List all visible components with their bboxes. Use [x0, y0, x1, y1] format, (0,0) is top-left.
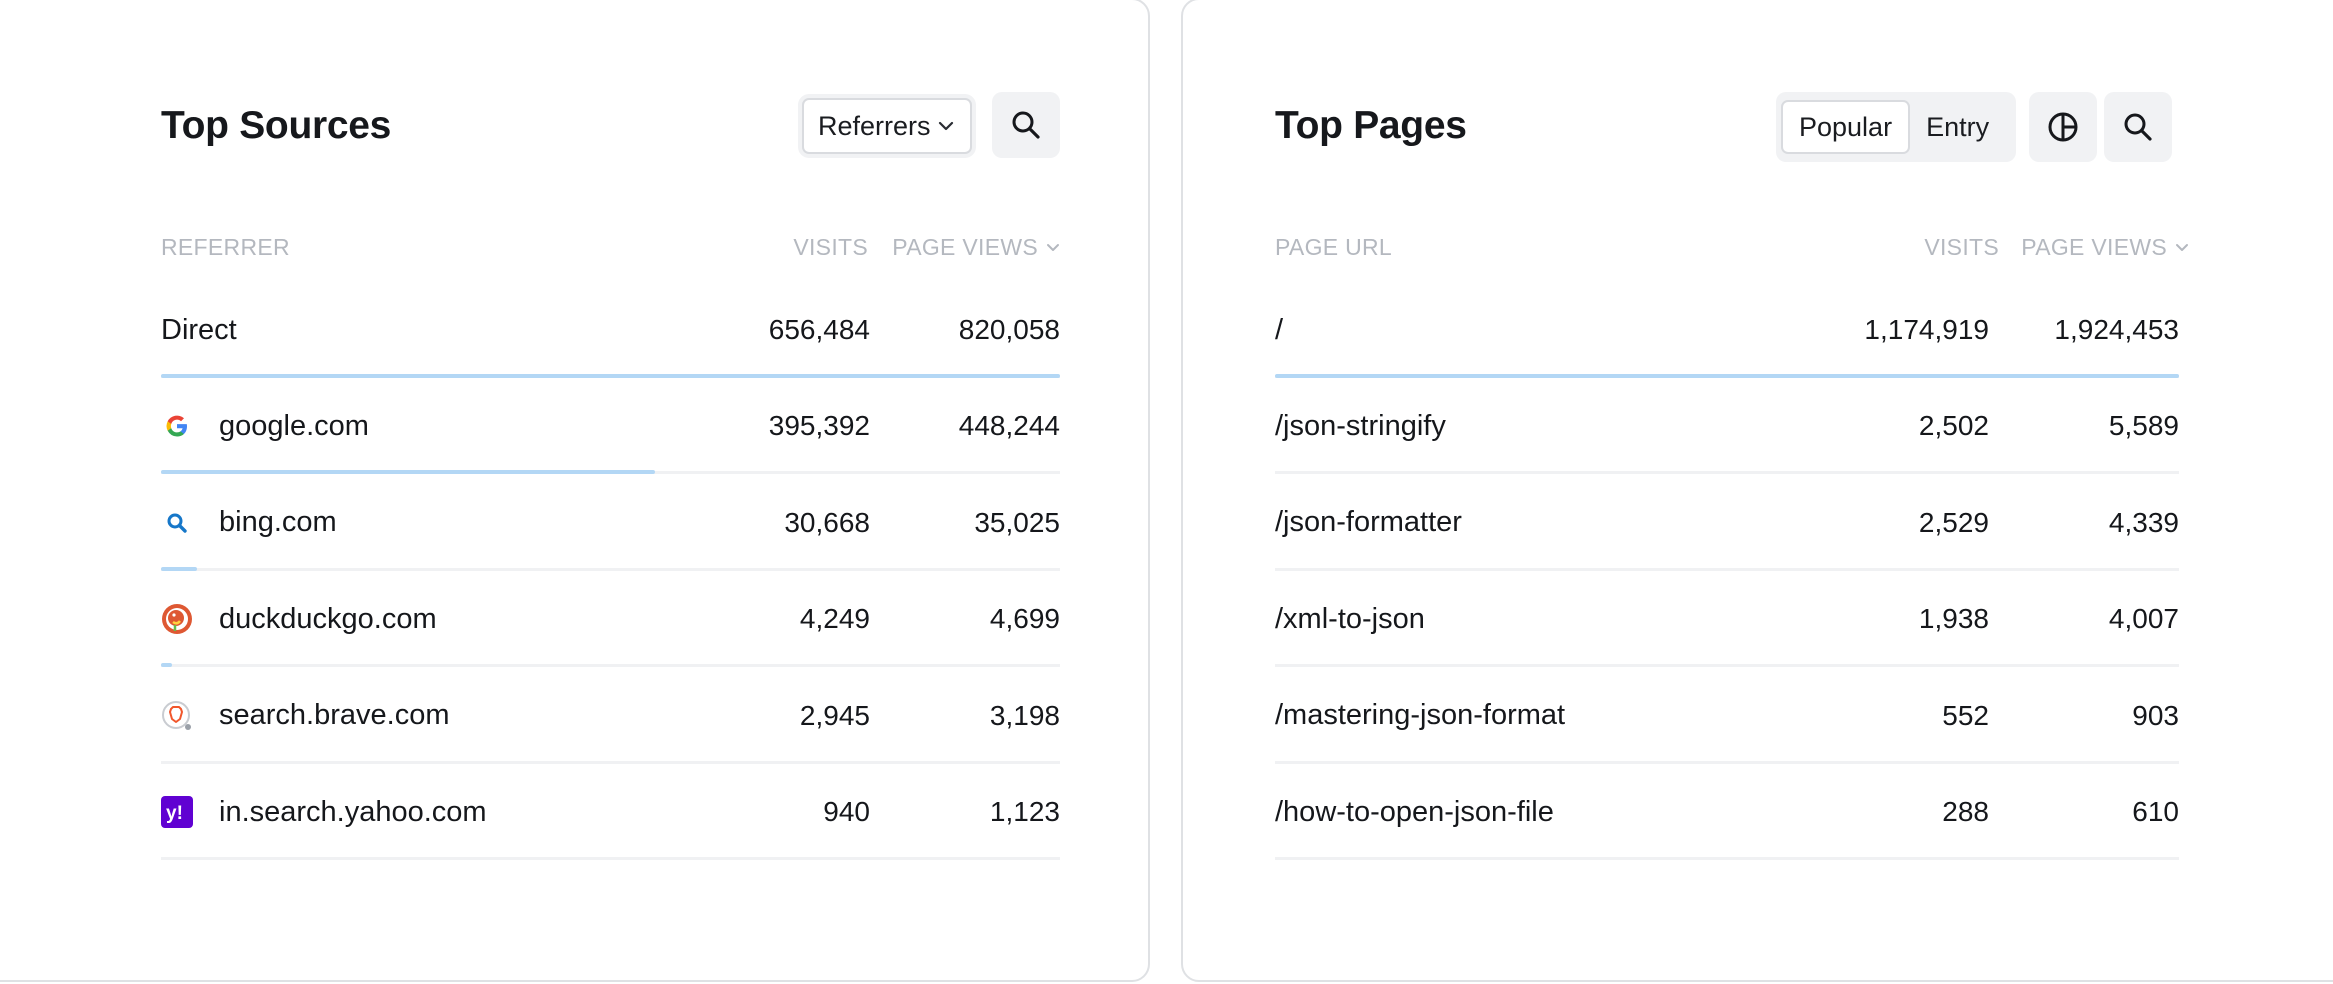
svg-text:y!: y! [166, 803, 183, 824]
top-pages-card: Top Pages Popular Entry PAGE URL VISITS … [1181, 0, 2333, 982]
visits-value: 288 [1942, 796, 1989, 827]
share-bar [161, 566, 197, 571]
sort-chevron-down-icon [1047, 244, 1059, 251]
table-row[interactable]: search.brave.com 2,945 3,198 [161, 686, 1060, 782]
visits-value: 30,668 [784, 506, 870, 538]
pie-chart-icon [2048, 112, 2078, 142]
visits-value: 395,392 [768, 410, 870, 442]
source-type-select-value: Referrers [818, 110, 931, 141]
visits-value: 940 [823, 796, 870, 827]
page-url: /xml-to-json [1275, 602, 1425, 635]
page-url: /mastering-json-format [1275, 699, 1566, 732]
pageviews-value: 3,198 [989, 699, 1060, 731]
top-sources-card: Top Sources Referrers REFERRER VISITS PA… [0, 0, 1150, 982]
table-row[interactable]: duckduckgo.com 4,249 4,699 [161, 589, 1060, 685]
tab-popular[interactable]: Popular [1781, 100, 1911, 154]
top-sources-title: Top Sources [161, 104, 392, 147]
table-row[interactable]: google.com 395,392 448,244 [161, 396, 1060, 492]
brave-icon [161, 700, 193, 732]
google-icon [161, 410, 193, 442]
row-divider [1275, 857, 2179, 860]
table-row[interactable]: /json-formatter 2,529 4,339 [1275, 493, 2179, 589]
visits-value: 1,938 [1918, 603, 1989, 635]
pages-mode-toggle: Popular Entry [1776, 92, 2016, 162]
bing-icon [161, 507, 193, 539]
pageviews-value: 610 [2132, 796, 2179, 827]
row-divider [161, 566, 1060, 571]
visits-value: 2,945 [799, 699, 870, 731]
search-icon [1012, 111, 1040, 139]
row-divider [1275, 471, 2179, 475]
tab-entry[interactable]: Entry [1926, 111, 1990, 142]
share-bar [161, 374, 1060, 378]
row-divider [161, 470, 1060, 475]
table-row[interactable]: / 1,174,919 1,924,453 [1275, 300, 2179, 396]
table-row[interactable]: Direct 656,484 820,058 [161, 300, 1060, 396]
visits-value: 1,174,919 [1864, 314, 1989, 345]
visits-value: 4,249 [799, 603, 870, 635]
row-divider [1275, 760, 2179, 764]
pageviews-value: 5,589 [2108, 410, 2179, 442]
sources-search-button[interactable] [992, 92, 1060, 158]
referrer-name: search.brave.com [219, 699, 450, 732]
column-header-pageviews[interactable]: PAGE VIEWS [2013, 234, 2189, 261]
table-row[interactable]: /json-stringify 2,502 5,589 [1275, 396, 2179, 492]
pageviews-value: 4,339 [2108, 506, 2179, 538]
table-row[interactable]: bing.com 30,668 35,025 [161, 493, 1060, 589]
chevron-down-icon [938, 121, 954, 131]
pageviews-value: 35,025 [974, 506, 1060, 538]
pageviews-value: 4,699 [989, 603, 1060, 635]
table-row[interactable]: /mastering-json-format 552 903 [1275, 686, 2179, 782]
pageviews-value: 448,244 [958, 410, 1060, 442]
column-header-visits[interactable]: VISITS [1924, 234, 1999, 260]
pageviews-value: 1,123 [989, 796, 1060, 827]
pages-breakdown-button[interactable] [2029, 92, 2097, 162]
column-header-pageviews-label: PAGE VIEWS [892, 234, 1038, 260]
column-header-visits[interactable]: VISITS [793, 234, 868, 260]
row-divider [161, 663, 1060, 668]
row-divider [161, 374, 1060, 378]
page-url: /how-to-open-json-file [1275, 795, 1554, 828]
referrer-name: bing.com [219, 506, 337, 539]
pageviews-value: 903 [2132, 699, 2179, 731]
column-header-referrer: REFERRER [161, 234, 290, 260]
pages-search-button[interactable] [2104, 92, 2172, 162]
visits-value: 552 [1942, 699, 1989, 731]
row-divider [1275, 567, 2179, 571]
pageviews-value: 820,058 [958, 314, 1060, 345]
page-url: /json-stringify [1275, 409, 1446, 442]
sort-chevron-down-icon [2176, 244, 2188, 251]
row-divider [161, 857, 1060, 860]
referrer-name: google.com [219, 409, 369, 442]
source-type-select[interactable]: Referrers [802, 98, 972, 154]
visits-value: 656,484 [768, 314, 870, 345]
share-bar [161, 663, 172, 668]
column-header-page-url: PAGE URL [1275, 234, 1393, 260]
table-row[interactable]: /xml-to-json 1,938 4,007 [1275, 589, 2179, 685]
row-divider [1275, 664, 2179, 668]
yahoo-icon: y! [161, 796, 193, 828]
referrer-name: Direct [161, 313, 237, 346]
referrer-name: duckduckgo.com [219, 602, 437, 635]
share-bar [161, 470, 656, 475]
search-icon [2124, 113, 2152, 141]
table-row[interactable]: /how-to-open-json-file 288 610 [1275, 782, 2179, 878]
top-pages-title: Top Pages [1275, 104, 1467, 147]
pageviews-value: 4,007 [2108, 603, 2179, 635]
column-header-pageviews-label: PAGE VIEWS [2021, 234, 2167, 260]
row-divider [1275, 374, 2179, 378]
referrer-name: in.search.yahoo.com [219, 795, 487, 828]
column-header-pageviews[interactable]: PAGE VIEWS [884, 234, 1060, 261]
share-bar [1275, 374, 2179, 378]
duckduckgo-icon [161, 603, 193, 635]
visits-value: 2,502 [1918, 410, 1989, 442]
page-url: / [1275, 313, 1284, 346]
visits-value: 2,529 [1918, 506, 1989, 538]
page-url: /json-formatter [1275, 506, 1462, 539]
row-divider [161, 760, 1060, 764]
pageviews-value: 1,924,453 [2054, 314, 2179, 345]
table-row[interactable]: y! in.search.yahoo.com 940 1,123 [161, 782, 1060, 878]
